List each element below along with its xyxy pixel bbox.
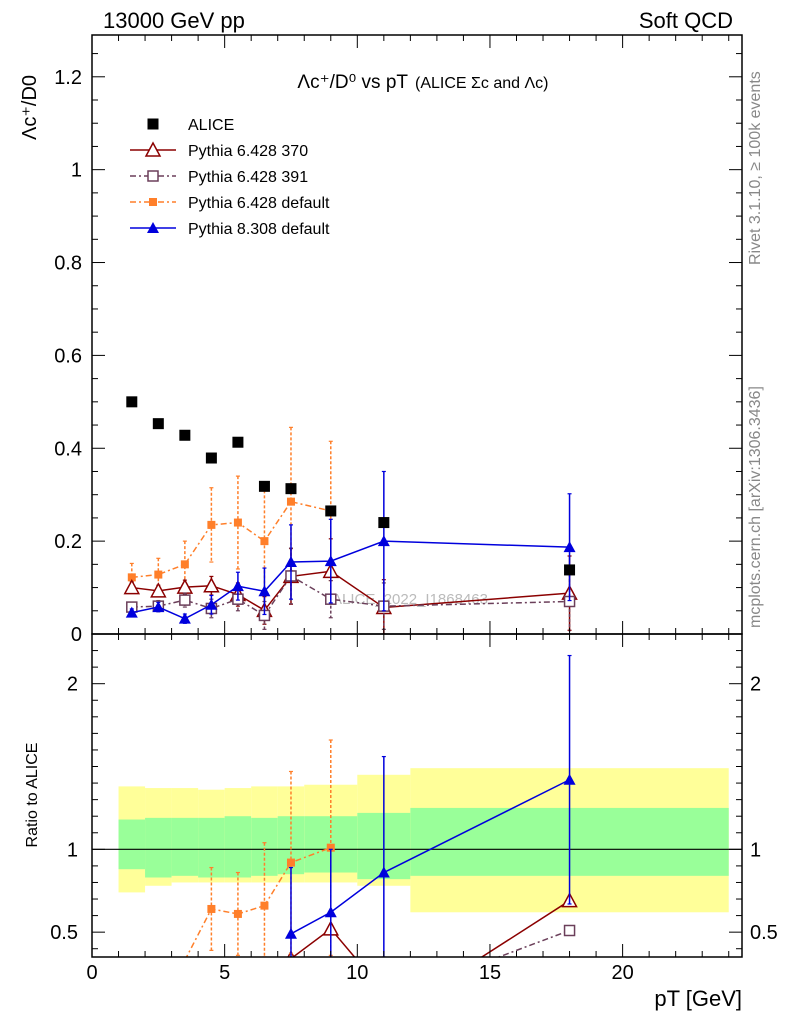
y-tick-label-right: 1: [750, 839, 761, 861]
main-alice-point: [205, 452, 217, 464]
ratio-axes: 0 5 10 15 20 0.5 0.5 1 1 2 2: [50, 633, 778, 984]
ratio-pythia-6-428-default-point: [233, 909, 242, 918]
main-pythia-6-428-370-point: [150, 582, 167, 598]
ratio-y-axis-label: Ratio to ALICE: [24, 743, 41, 848]
y-tick-label: 2: [67, 674, 78, 696]
main-pythia-6-428-default-point: [127, 573, 136, 582]
y-tick-label-right: 2: [750, 674, 761, 696]
main-pythia-6-428-370-point: [123, 578, 141, 595]
ratio-pythia-6-428-default-point: [326, 843, 335, 852]
legend-marker: [147, 222, 159, 233]
legend-marker: [147, 118, 159, 130]
main-pythia-6-428-default-point: [260, 537, 269, 546]
ratio-pythia-6-428-391-point: [563, 924, 576, 937]
main-alice-point: [325, 505, 337, 517]
side-text-top: Rivet 3.1.10, ≥ 100k events: [747, 71, 764, 265]
main-alice-point: [232, 436, 244, 448]
x-tick-label: 15: [479, 962, 501, 984]
main-y-axis-label: Λc⁺/D0: [19, 75, 41, 140]
y-tick-label: 1: [67, 839, 78, 861]
legend-marker: [147, 170, 159, 182]
x-tick-label: 0: [86, 962, 97, 984]
main-alice-point: [258, 480, 270, 492]
main-alice-point: [378, 517, 390, 529]
legend-label: Pythia 6.428 default: [188, 195, 330, 212]
ratio-pythia-6-428-391-line: [496, 929, 570, 957]
ratio-pythia-8-308-default-point: [377, 866, 390, 878]
main-alice-point: [179, 429, 191, 441]
y-tick-label: 0.4: [54, 438, 82, 460]
main-alice-point: [564, 564, 576, 576]
y-tick-label-right: 0.5: [750, 922, 778, 944]
y-tick-label: 0.8: [54, 253, 82, 275]
main-pythia-6-428-default-point: [233, 518, 242, 527]
band-inner: [224, 816, 252, 878]
main-alice-point: [126, 396, 138, 408]
main-pythia-8-308-default-point: [205, 598, 218, 610]
band-inner: [145, 817, 172, 878]
ratio-pythia-8-308-default-line: [290, 779, 570, 935]
main-pythia-6-428-default-point: [154, 570, 163, 579]
x-tick-label: 20: [611, 962, 633, 984]
main-alice-point: [285, 483, 297, 495]
main-pythia-6-428-default-point: [180, 560, 189, 569]
y-tick-label: 0.5: [50, 922, 78, 944]
main-pythia-6-428-391-point: [179, 594, 191, 606]
legend-label: Pythia 8.308 default: [188, 221, 330, 238]
main-pythia-6-428-default-line: [131, 500, 331, 579]
main-pythia-8-308-default-point: [231, 580, 244, 592]
main-pythia-8-308-default-point: [258, 585, 271, 597]
main-pythia-8-308-default-point: [563, 541, 576, 553]
watermark: ALICE_2022_I1868463: [332, 591, 488, 608]
main-series-layer: [123, 396, 578, 634]
legend-label: ALICE: [188, 117, 234, 134]
header-right: Soft QCD: [639, 8, 733, 33]
ratio-uncertainty-bands: [92, 768, 742, 913]
ratio-pythia-6-428-default-point: [207, 904, 216, 913]
main-alice-point: [152, 418, 164, 430]
legend-marker: [149, 198, 157, 206]
main-pythia-6-428-370-line: [131, 570, 570, 612]
legend-label: Pythia 6.428 391: [188, 169, 308, 186]
band-inner: [251, 817, 278, 876]
x-tick-label: 5: [219, 962, 230, 984]
main-pythia-8-308-default-point: [324, 555, 337, 567]
legend-label: Pythia 6.428 370: [188, 143, 308, 160]
y-tick-label: 0.2: [54, 531, 82, 553]
main-pythia-8-308-default-point: [152, 601, 165, 613]
main-pythia-8-308-default-point: [178, 612, 191, 624]
main-pythia-8-308-default-point: [284, 556, 297, 568]
band-inner: [171, 817, 199, 876]
main-pythia-8-308-default-point: [125, 606, 138, 618]
band-inner: [118, 819, 146, 870]
ratio-pythia-8-308-default-point: [284, 927, 297, 939]
y-tick-label: 0.6: [54, 345, 82, 367]
main-pythia-6-428-default-point: [286, 497, 295, 506]
legend-marker: [144, 141, 162, 157]
x-tick-label: 10: [346, 962, 368, 984]
ratio-series-layer: [185, 654, 578, 957]
x-axis-label: pT [GeV]: [654, 986, 742, 1011]
ratio-pythia-6-428-370-line: [291, 900, 570, 957]
y-tick-label: 0: [71, 624, 82, 646]
main-pythia-6-428-default-point: [207, 520, 216, 529]
ratio-pythia-8-308-default-point: [563, 773, 576, 785]
header-left: 13000 GeV pp: [103, 8, 245, 33]
y-tick-label: 1: [71, 160, 82, 182]
ratio-pythia-6-428-default-point: [286, 858, 295, 867]
side-text-bottom: mcplots.cern.ch [arXiv:1306.3436]: [747, 386, 764, 628]
y-tick-label: 1.2: [54, 67, 82, 89]
main-pythia-6-428-370-point: [203, 577, 220, 593]
legend: ALICE Pythia 6.428 370 Pythia 6.428 391 Pyt…: [130, 117, 330, 238]
main-title: Λc⁺/D⁰ vs pT: [297, 72, 408, 93]
ratio-pythia-6-428-default-line: [185, 846, 332, 957]
ratio-pythia-6-428-default-point: [260, 901, 269, 910]
main-pythia-8-308-default-point: [377, 535, 390, 547]
main-subtitle: (ALICE Σc and Λc): [415, 75, 549, 92]
ratio-pythia-8-308-default-point: [324, 906, 337, 918]
main-pythia-6-428-391-line: [131, 574, 570, 617]
main-pythia-8-308-default-line: [131, 540, 570, 620]
axes-frame: [91, 633, 743, 958]
